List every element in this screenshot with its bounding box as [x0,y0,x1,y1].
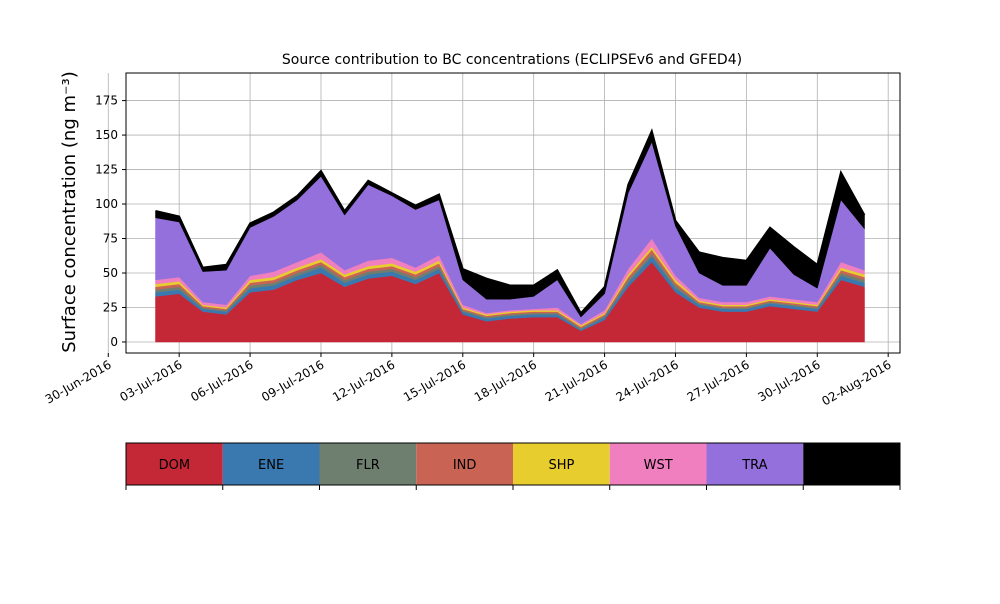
x-tick-label: 12-Jul-2016 [330,357,397,404]
y-tick-label: 100 [95,197,118,211]
legend-label-ene: ENE [258,458,284,473]
y-tick-label: 125 [95,163,118,177]
legend-swatch-ene [222,443,320,485]
legend-label-shp: SHP [548,458,574,473]
legend-swatch-dom [126,443,223,485]
y-tick-label: 50 [103,266,118,280]
y-tick-label: 175 [95,94,118,108]
x-tick-label: 21-Jul-2016 [543,357,610,404]
legend-swatch-tra [706,443,804,485]
legend-swatch-ind [416,443,513,485]
x-tick-label: 18-Jul-2016 [472,357,539,404]
x-tick-label: 09-Jul-2016 [259,357,326,404]
legend-swatch-wst [609,443,707,485]
y-tick-label: 0 [110,335,118,349]
legend-swatch-flr [319,443,417,485]
x-tick-label: 15-Jul-2016 [401,357,468,404]
legend-swatch-shp [513,443,610,485]
x-tick-label: 30-Jul-2016 [755,357,822,404]
x-tick-label: 06-Jul-2016 [188,357,255,404]
y-axis-label: Surface concentration (ng m⁻³) [59,71,80,353]
y-tick-label: 75 [103,232,118,246]
y-tick-label: 25 [103,300,118,314]
x-tick-label: 27-Jul-2016 [685,357,752,404]
series-layer [155,128,866,343]
x-tick-label: 24-Jul-2016 [614,357,681,404]
legend-label-dom: DOM [159,458,190,473]
total-outline [155,128,866,315]
x-tick-label: 30-Jun-2016 [43,357,114,406]
legend-label-wst: WST [644,458,673,473]
x-tick-label: 02-Aug-2016 [819,357,893,408]
x-tick-label: 03-Jul-2016 [117,357,184,404]
legend-label-flr: FLR [356,458,380,473]
legend-swatch-bb [803,443,900,485]
y-tick-label: 150 [95,128,118,142]
legend-label-bb: BB [843,458,861,473]
legend-label-ind: IND [453,458,477,473]
legend-colorbar: DOM ENE FLR IND SHP WST TRA BB [125,442,901,490]
plot-frame [125,72,901,354]
chart-title: Source contribution to BC concentrations… [282,52,742,68]
legend-label-tra: TRA [741,458,767,473]
